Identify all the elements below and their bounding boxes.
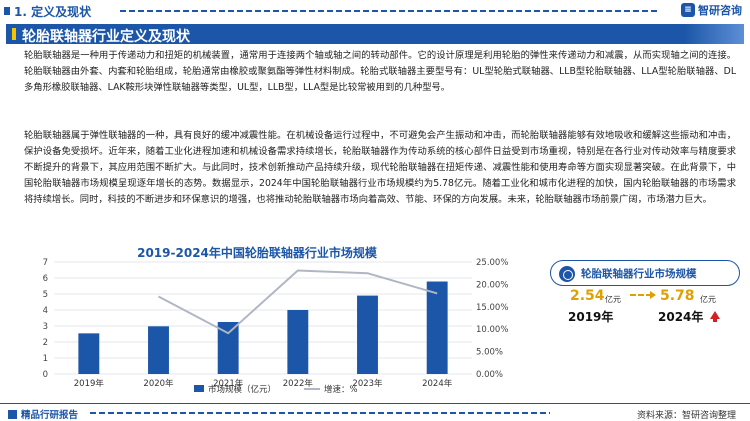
section-label: 1. 定义及现状 bbox=[14, 5, 92, 19]
title-accent-bar bbox=[12, 28, 16, 40]
market-paragraph: 轮胎联轴器属于弹性联轴器的一种，具有良好的缓冲减震性能。在机械设备运行过程中，不… bbox=[24, 130, 736, 205]
page-title: 轮胎联轴器行业定义及现状 bbox=[22, 29, 190, 45]
y-right-tick-label: 15.00% bbox=[476, 303, 508, 313]
start-year: 2019年 bbox=[568, 310, 614, 324]
section-marker-icon bbox=[4, 7, 10, 15]
card-header: 轮胎联轴器行业市场规模 bbox=[550, 260, 740, 286]
bar bbox=[217, 322, 239, 374]
legend-bar-swatch bbox=[194, 385, 204, 392]
arrow-right-icon bbox=[630, 291, 656, 299]
end-value: 5.78 bbox=[660, 288, 695, 304]
market-size-card: 轮胎联轴器行业市场规模 2.54 亿元 2019年 5.78 亿元 2024年 bbox=[550, 260, 740, 332]
target-icon bbox=[559, 266, 575, 282]
brand-logo: ≡ 智研咨询 bbox=[681, 2, 742, 18]
start-unit: 亿元 bbox=[605, 295, 621, 304]
end-unit: 亿元 bbox=[700, 295, 716, 304]
arrow-up-icon bbox=[710, 311, 720, 322]
y-right-tick-label: 0.00% bbox=[476, 370, 503, 380]
intro-paragraph: 轮胎联轴器是一种用于传递动力和扭矩的机械装置，通常用于连接两个轴或轴之间的转动部… bbox=[24, 50, 736, 93]
x-tick-label: 2019年 bbox=[74, 378, 105, 389]
bar bbox=[426, 281, 448, 374]
legend-line-label: 增速：% bbox=[324, 384, 358, 395]
legend-bar-label: 市场规模（亿元） bbox=[208, 384, 276, 395]
y-left-tick-label: 6 bbox=[43, 274, 48, 284]
start-value: 2.54 bbox=[570, 288, 605, 304]
market-size-chart: 0 1 2 3 4 5 6 7 0.00% 5.00% 10.00% 15.00% 20.00% 25.0… bbox=[43, 258, 509, 395]
y-left-tick-label: 1 bbox=[43, 354, 48, 364]
title-bar: 轮胎联轴器行业定义及现状 bbox=[6, 24, 744, 45]
y-left-tick-label: 4 bbox=[43, 306, 48, 316]
footer-divider bbox=[90, 412, 550, 414]
chart-title: 2019-2024年中国轮胎联轴器行业市场规模 bbox=[137, 246, 377, 260]
y-right-tick-label: 25.00% bbox=[476, 258, 508, 268]
bar bbox=[357, 295, 378, 374]
logo-icon: ≡ bbox=[681, 3, 695, 17]
x-tick-label: 2021年 bbox=[213, 378, 244, 389]
y-left-tick-label: 2 bbox=[43, 338, 48, 348]
y-right-tick-label: 5.00% bbox=[476, 348, 503, 358]
footer-brand: 精品行研报告 bbox=[8, 407, 78, 421]
x-tick-label: 2023年 bbox=[352, 378, 383, 389]
y-left-tick-label: 5 bbox=[43, 290, 48, 300]
x-tick-label: 2022年 bbox=[283, 378, 314, 389]
y-right-tick-label: 20.00% bbox=[476, 280, 508, 290]
card-title: 轮胎联轴器行业市场规模 bbox=[581, 268, 697, 280]
end-year: 2024年 bbox=[658, 310, 704, 324]
bar bbox=[78, 333, 100, 374]
x-tick-label: 2024年 bbox=[422, 378, 453, 389]
title-bar-gradient bbox=[684, 24, 744, 44]
footer-square-icon bbox=[8, 409, 17, 419]
y-left-tick-label: 7 bbox=[43, 258, 48, 268]
y-left-tick-label: 3 bbox=[43, 322, 48, 332]
top-header: 1. 定义及现状 ≡ 智研咨询 bbox=[0, 0, 750, 22]
growth-line bbox=[158, 269, 438, 335]
bar bbox=[148, 326, 169, 374]
logo-text: 智研咨询 bbox=[698, 4, 742, 17]
footer: 精品行研报告 资料来源：智研咨询整理 bbox=[0, 403, 750, 421]
y-right-tick-label: 10.00% bbox=[476, 325, 508, 335]
header-divider bbox=[120, 10, 660, 12]
y-left-tick-label: 0 bbox=[43, 370, 48, 380]
bar bbox=[287, 310, 309, 374]
card-body: 2.54 亿元 2019年 5.78 亿元 2024年 bbox=[550, 286, 740, 340]
footer-label: 精品行研报告 bbox=[21, 410, 79, 421]
source-note: 资料来源：智研咨询整理 bbox=[636, 411, 736, 421]
x-tick-label: 2020年 bbox=[143, 378, 174, 389]
